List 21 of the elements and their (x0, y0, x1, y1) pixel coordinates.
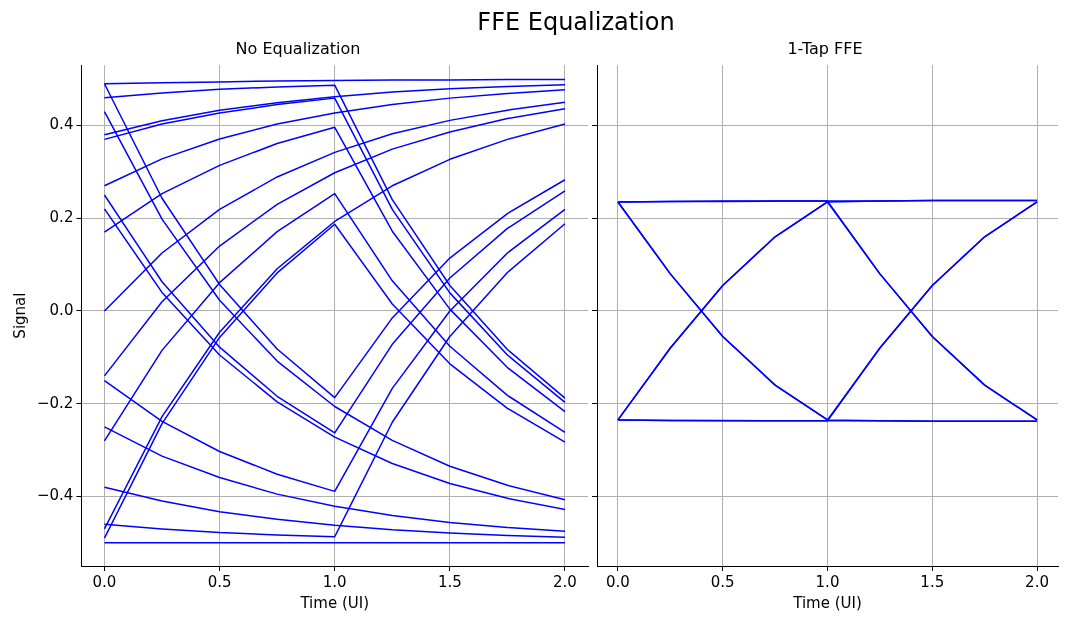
y-tick-label: −0.2 (36, 393, 74, 412)
x-tick-label: 1.5 (437, 572, 462, 591)
x-axis-title: Time (UI) (792, 593, 862, 612)
x-tick-label: 1.0 (322, 572, 347, 591)
y-tick-label: 0.0 (49, 300, 74, 319)
x-tick-label: 0.0 (92, 572, 117, 591)
chart-title: FFE Equalization (476, 8, 676, 38)
x-tick-label: 1.0 (815, 572, 840, 591)
x-tick-label: 0.5 (710, 572, 735, 591)
x-tick-label: 2.0 (1025, 572, 1049, 591)
x-tick-label: 2.0 (553, 572, 577, 591)
y-tick-label: 0.2 (49, 208, 74, 227)
y-tick-label: −0.4 (36, 486, 74, 505)
chart-subtitle: No Equalization (235, 38, 361, 58)
x-tick-label: 1.5 (920, 572, 945, 591)
x-tick-label: 0.0 (606, 572, 630, 591)
x-axis-title: Time (UI) (299, 593, 370, 612)
x-tick-label: 0.5 (207, 572, 232, 591)
y-axis-title: Signal (10, 292, 29, 339)
y-tick-label: 0.4 (49, 115, 74, 134)
chart-subtitle: 1-Tap FFE (787, 38, 863, 58)
